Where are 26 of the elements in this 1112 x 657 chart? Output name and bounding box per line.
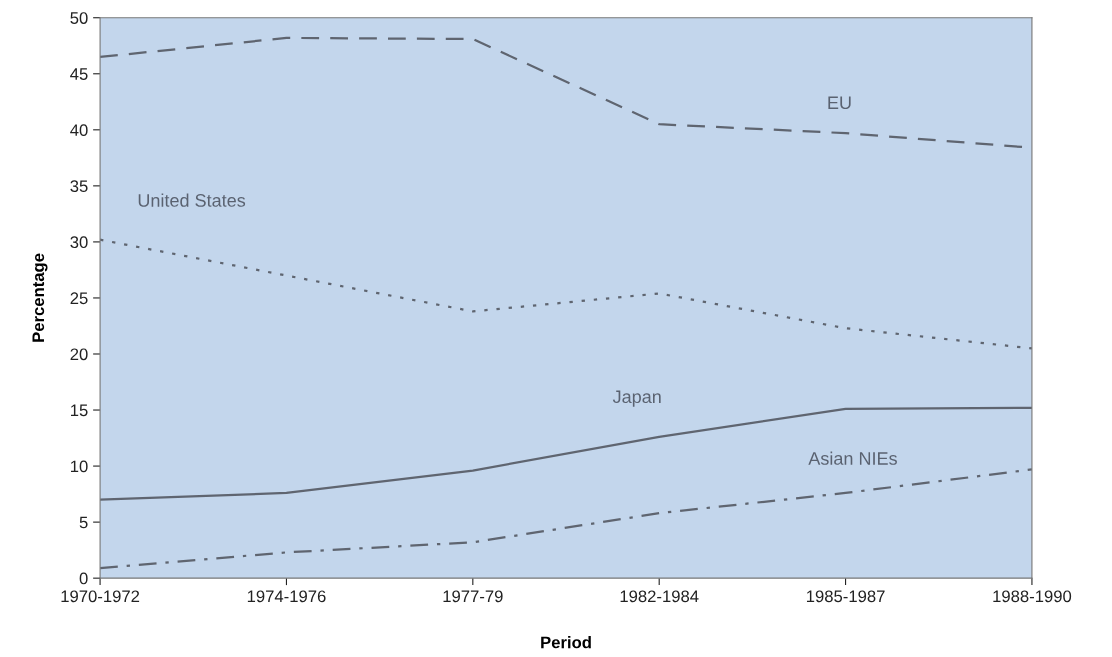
y-tick-label: 25: [70, 292, 88, 305]
x-tick-label: 1974-1976: [247, 590, 326, 603]
x-tick-label: 1970-1972: [61, 590, 140, 603]
x-tick-label: 1988-1990: [993, 590, 1072, 603]
x-axis-title: Period: [541, 636, 591, 649]
line-series: [100, 406, 1032, 501]
x-tick-label: 1977-79: [443, 590, 503, 603]
y-tick-label: 20: [70, 348, 88, 361]
series-label: Asian NIEs: [808, 451, 897, 465]
line-series: [100, 468, 1032, 570]
y-tick-label: 0: [79, 572, 88, 585]
y-tick-label: 45: [70, 68, 88, 80]
text: United States: [138, 193, 246, 207]
y-tick-label: 40: [70, 124, 88, 137]
x-tick-label: 1985-1987: [806, 590, 885, 603]
y-tick-label: 10: [71, 460, 88, 473]
y-tick-label: 50: [70, 12, 88, 24]
y-tick-label: 5: [79, 516, 88, 529]
series-label: Japan: [612, 390, 661, 407]
line-series: [100, 238, 1032, 350]
y-tick-label: 35: [70, 180, 88, 193]
y-tick-label: 30: [70, 236, 88, 249]
x-tick-label: 1982-1984: [620, 590, 699, 603]
series-label: EU: [828, 96, 851, 110]
y-axis-title: Percentage: [32, 253, 48, 342]
y-tick-label: 15: [71, 404, 88, 417]
